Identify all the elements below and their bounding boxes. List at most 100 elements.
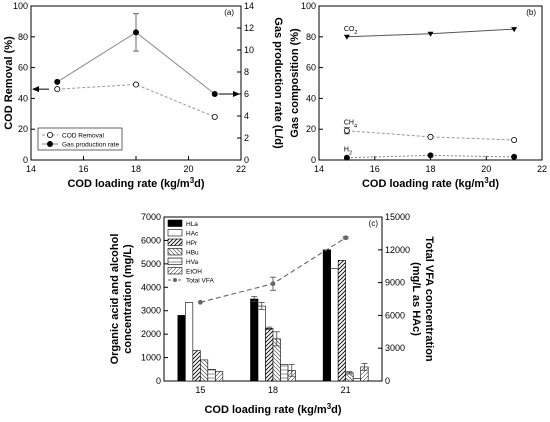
panel-b-x-tick-label-2: 18 [425,164,435,174]
panel-a-x-tick-label-4: 22 [236,164,246,174]
panel-a-legend-cod-marker [47,131,54,138]
panel-c-bar-hva-21 [352,378,361,382]
panel-c-y2-tick-label-0: 0 [385,376,390,386]
panel-c-total-vfa-point-1 [270,281,276,287]
panel-c-ylabel: Organic acid and alcoholconcentration (m… [109,234,134,365]
panel-c-bar-hpr-15 [192,350,201,382]
panel-c-y2-tick-label-3: 9000 [385,278,405,288]
panel-b-co2-point-2 [511,27,518,33]
panel-c-x-tick-label-1: 18 [268,385,278,395]
panel-b-x-tick-label-3: 20 [481,164,491,174]
panel-c-legend-label-total-vfa: Total VFA [186,278,214,285]
panel-b-h2-point-1 [427,152,434,159]
panel-b-y-tick-label-1: 20 [306,124,316,134]
panel-c-bar-hpr-18 [265,327,274,382]
panel-c-legend-swatch-hpr [167,238,183,246]
panel-c-total-vfa-point-0 [197,299,203,305]
panel-a-y2-tick-label-3: 6 [244,89,249,99]
panel-c-bar-etoh-15 [215,371,224,382]
panel-b-x-tick-label-1: 16 [370,164,380,174]
panel-b-h2-point-2 [511,153,518,160]
panel-c-legend-label-hva: HVa [186,259,199,266]
panel-c-bar-hva-15 [207,368,216,382]
panel-a-y-tick-label-5: 100 [13,1,28,11]
panel-b-y-tick-label-5: 100 [301,1,316,11]
panel-c-y2-tick-label-4: 12000 [385,245,410,255]
panel-a-x-tick-label-3: 20 [183,164,193,174]
panel-b-h2-label: H2 [344,147,352,157]
panel-c-y-tick-label-7: 7000 [141,212,161,222]
panel-c-y-tick-label-3: 3000 [141,306,161,316]
panel-b-y-tick-label-3: 60 [306,63,316,73]
panel-a-cod-removal-line [57,84,215,118]
panel-a-y2-tick-label-6: 12 [244,23,254,33]
panel-c-y-tick-label-4: 4000 [141,282,161,292]
panel-b-xlabel: COD loading rate (kg/m3d) [362,176,499,191]
panel-a-y2-tick-label-1: 2 [244,133,249,143]
panel-a-xlabel: COD loading rate (kg/m3d) [67,176,204,191]
panel-c-legend-label-hac: HAc [186,231,199,238]
panel-c-y2-tick-label-5: 15000 [385,212,410,222]
panel-a-y2-tick-label-0: 0 [244,155,249,165]
panel-a-y-tick-label-4: 80 [18,32,28,42]
panel-c-y2label: Total VFA concentration(mg/L as HAc) [410,236,435,362]
panel-b-y-tick-label-4: 80 [306,32,316,42]
panel-a-cod-removal-point-1 [132,81,139,88]
panel-a-tag: (a) [224,8,234,17]
panel-c-y-tick-label-6: 6000 [141,235,161,245]
panel-a-left-arrowhead [32,86,39,93]
panel-a-y-tick-label-3: 60 [18,63,28,73]
panel-a-y-tick-label-1: 20 [18,124,28,134]
panel-c-legend-swatch-etoh [167,267,183,275]
panel-a-y2-tick-label-7: 14 [244,1,254,11]
panel-a-gas-production-point-2 [211,91,218,98]
panel-a-legend-gas-marker [47,140,54,147]
panel-c-legend-label-hpr: HPr [186,240,198,247]
panel-a-y2-tick-label-2: 4 [244,111,249,121]
panel-c-tag: (c) [369,219,379,228]
panel-a-y-tick-label-0: 0 [23,155,28,165]
panel-c-y-tick-label-1: 1000 [141,353,161,363]
panel-c-legend-label-etoh: EtOH [186,269,202,276]
panel-c-bar-hac-15 [185,302,194,382]
panel-a-legend [37,127,123,151]
panel-a-cod-removal-point-0 [54,86,61,93]
panel-a-y2-tick-label-4: 8 [244,67,249,77]
panel-a-legend-cod-label: COD Removal [62,133,104,140]
panel-a-legend-gas-label: Gas production rate [62,142,119,149]
panel-c-bar-hac-18 [257,305,266,382]
panel-c-y-tick-label-2: 2000 [141,329,161,339]
panel-b-ch4-line [346,130,515,141]
panel-b-x-tick-label-4: 22 [537,164,547,174]
panel-c-bar-hac-21 [330,268,339,382]
panel-b-co2-point-0 [343,34,350,40]
panel-a-x-tick-label-1: 16 [78,164,88,174]
panel-c-legend-marker-total-vfa [173,278,177,282]
panel-b-y-tick-label-2: 40 [306,93,316,103]
panel-b-ch4-label: CH4 [344,120,357,130]
panel-a-ylabel: COD Removal (%) [3,36,15,130]
panel-b-ch4-point-2 [511,136,518,143]
panel-c-bar-hpr-21 [337,260,346,382]
panel-c-legend-label-hbu: HBu [186,250,199,257]
panel-b-h2-point-0 [343,154,350,161]
panel-c-y-tick-label-5: 5000 [141,259,161,269]
panel-c-y-tick-label-0: 0 [156,376,161,386]
panel-a-cod-removal-point-2 [211,113,218,120]
panel-c-bar-hla-21 [322,249,331,382]
panel-a-right-arrowhead [233,91,240,97]
panel-c-legend-swatch-hla [167,219,183,227]
panel-b-ch4-point-1 [427,133,434,140]
panel-c-bar-hla-15 [177,315,186,382]
panel-c-legend-swatch-hva [167,257,183,265]
panel-b-y-tick-label-0: 0 [311,155,316,165]
panel-c-total-vfa-point-2 [343,235,349,241]
panel-b-co2-point-1 [427,31,434,37]
panel-a-y2-tick-label-5: 10 [244,45,254,55]
panel-c-bar-hla-18 [250,298,259,382]
panel-c-legend-label-hla: HLa [186,221,198,228]
panel-c-x-tick-label-2: 21 [341,385,351,395]
panel-c-legend-swatch-hbu [167,248,183,256]
panel-a-gas-production-point-0 [54,78,61,85]
